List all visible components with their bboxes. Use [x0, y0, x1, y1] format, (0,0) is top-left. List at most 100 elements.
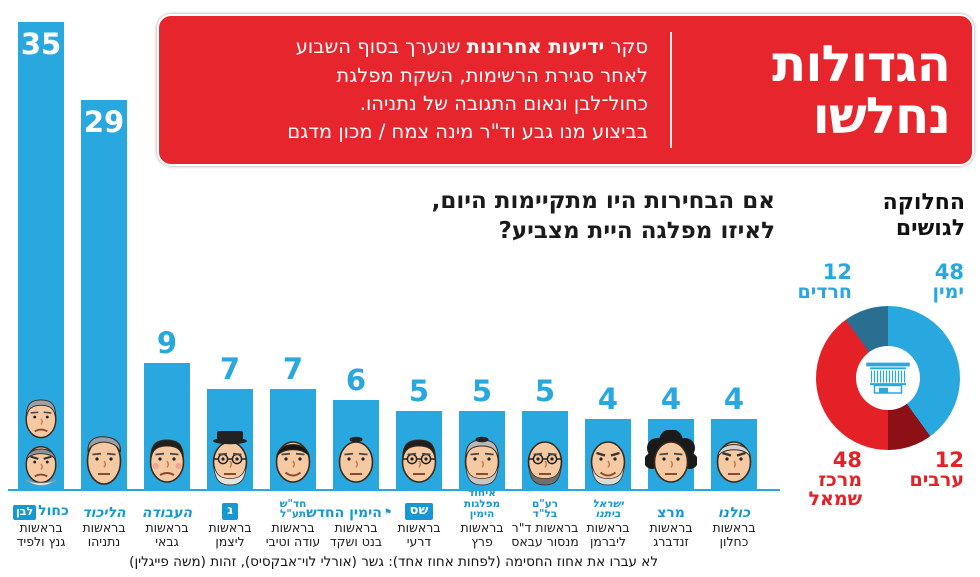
seat-count: 5 — [471, 374, 493, 408]
caricature-face — [275, 441, 311, 483]
party-logo: ישראל ביתנו — [592, 497, 624, 521]
party-leader-label: בראשות בנט ושקד — [329, 520, 383, 549]
caricature-face — [338, 436, 374, 483]
party-caricatures — [141, 430, 193, 488]
party-leader-label: בראשות ליצמן — [208, 520, 252, 549]
page-title-line2: נחלשו — [812, 87, 951, 145]
party-logo: כולנו — [717, 504, 751, 521]
party-logo: ג — [194, 501, 266, 520]
seat-count: 29 — [83, 105, 125, 139]
newspaper-brand: ידיעות אחרונות — [466, 35, 605, 59]
party-leader-label: בראשות גבאי — [145, 520, 189, 549]
chart-baseline — [8, 489, 780, 491]
caricature-face — [212, 431, 248, 486]
party-logo: העבודה — [141, 504, 193, 521]
party-leader-label: בראשות ד"ר מנסור עבאס — [511, 520, 579, 549]
bloc-title-line2: לגושים — [895, 215, 965, 241]
party-logo: חד"ש תע"ל — [279, 497, 307, 521]
party-caricatures — [78, 430, 130, 488]
party-caricatures — [330, 430, 382, 488]
party-caricatures — [582, 430, 634, 488]
party-column-4: 7 ג בראשות ליצמן — [207, 0, 253, 577]
party-column-6: 6 ⚑הימין החדש בראשות בנט ושקד — [306, 0, 392, 577]
party-caricatures — [456, 430, 508, 488]
seat-count: 5 — [408, 374, 430, 408]
seat-bar — [81, 100, 127, 490]
caricature-face — [25, 399, 57, 439]
party-logo: איחוד מפלגות הימין — [463, 486, 501, 521]
bloc-chart-title: החלוקה לגושים — [883, 190, 965, 242]
bloc-label-1: 48 ימין — [932, 260, 964, 303]
page-title-line1: הגדולות — [772, 35, 951, 93]
party-caricatures — [708, 430, 760, 488]
party-leader-label: בראשות פרץ — [460, 520, 504, 549]
party-caricatures — [204, 430, 256, 488]
party-caricatures — [18, 391, 65, 488]
survey-description-line1: סקר ידיעות אחרונות שנערך בסוף השבוע — [295, 35, 648, 59]
header-box: הגדולות נחלשו סקר ידיעות אחרונות שנערך ב… — [157, 14, 974, 166]
party-logo: ⚑הימין החדש — [306, 504, 392, 521]
seat-count: 7 — [282, 352, 304, 386]
party-column-8: 5 איחוד מפלגות הימין בראשות פרץ — [459, 0, 505, 577]
party-logo-chip: שס — [404, 502, 434, 520]
seat-count: 4 — [660, 382, 682, 416]
poll-question-line1: אם הבחירות היו מתקיימות היום, — [431, 188, 775, 214]
caricature-face — [527, 441, 563, 486]
caricature-face — [25, 446, 57, 486]
party-caricatures — [393, 430, 445, 488]
threshold-footnote: לא עברו את אחוז החסימה (לפחות אחוז אחד):… — [129, 554, 658, 570]
party-caricatures — [519, 430, 571, 488]
party-leader-label: בראשות עודה וטיבי — [265, 520, 321, 549]
caricature-face — [590, 441, 626, 486]
seat-count: 5 — [534, 374, 556, 408]
party-column-1: 35 כחוללבן בראשות גנץ ולפיד — [13, 0, 69, 577]
seat-count: 7 — [219, 352, 241, 386]
party-column-11: 4 מרצ בראשות זנדברג — [645, 0, 697, 577]
caricature-face — [149, 439, 185, 483]
party-column-2: 29 הליכוד בראשות נתניהו — [81, 0, 127, 577]
donut-center — [856, 346, 920, 410]
page-title: הגדולות נחלשו — [672, 38, 972, 142]
survey-credit: בביצוע מנו גבע וד"ר מינה צמח / מכון מדגם — [287, 120, 648, 144]
bloc-label-3: 48 מרכז שמאל — [808, 448, 862, 510]
party-logo: רע"ם בל"ד — [531, 497, 559, 521]
flag-icon: ⚑ — [383, 507, 392, 518]
party-leader-label: בראשות גנץ ולפיד — [16, 520, 66, 549]
caricature-face — [464, 436, 500, 486]
party-leader-label: בראשות נתניהו — [82, 520, 126, 549]
caricature-face — [645, 430, 697, 483]
party-column-12: 4 כולנו בראשות כחלון — [711, 0, 757, 577]
party-column-7: 5 שס בראשות דרעי — [396, 0, 442, 577]
party-caricatures — [267, 430, 319, 488]
bloc-title-line1: החלוקה — [882, 190, 965, 215]
caricature-face — [401, 439, 437, 483]
poll-question-line2: לאיזו מפלגה היית מצביע? — [498, 217, 776, 244]
survey-description: סקר ידיעות אחרונות שנערך בסוף השבוע לאחר… — [159, 33, 670, 146]
bloc-donut-chart — [816, 306, 960, 450]
party-logo: מרצ — [657, 504, 685, 521]
poll-question: אם הבחירות היו מתקיימות היום, לאיזו מפלג… — [432, 187, 775, 247]
seat-count: 4 — [723, 382, 745, 416]
caricature-face — [716, 441, 752, 483]
bloc-label-2: 12 ערבים — [909, 448, 964, 491]
party-leader-label: בראשות זנדברג — [649, 520, 693, 549]
party-leader-label: בראשות דרעי — [397, 520, 441, 549]
party-column-10: 4 ישראל ביתנו בראשות ליברמן — [585, 0, 631, 577]
party-logo: הליכוד — [82, 504, 126, 521]
survey-description-line3: כחול־לבן ונאום התגובה של נתניהו. — [359, 92, 648, 115]
caricature-face — [86, 436, 122, 485]
party-logo: כחוללבן — [5, 502, 77, 520]
bloc-label-4: 12 חרדים — [797, 260, 853, 303]
party-logo-chip: ג — [222, 502, 238, 520]
party-column-5: 7 חד"ש תע"ל בראשות עודה וטיבי — [266, 0, 321, 577]
seat-count: 9 — [156, 326, 178, 360]
seat-count: 4 — [597, 382, 619, 416]
header-divider — [670, 32, 672, 148]
party-logo: שס — [383, 501, 455, 520]
party-leader-label: בראשות כחלון — [712, 520, 756, 549]
party-caricatures — [645, 430, 697, 488]
seat-count: 35 — [20, 27, 62, 61]
party-leader-label: בראשות ליברמן — [586, 520, 630, 549]
survey-description-line2: לאחר סגירת הרשימות, השקת מפלגת — [336, 63, 648, 87]
